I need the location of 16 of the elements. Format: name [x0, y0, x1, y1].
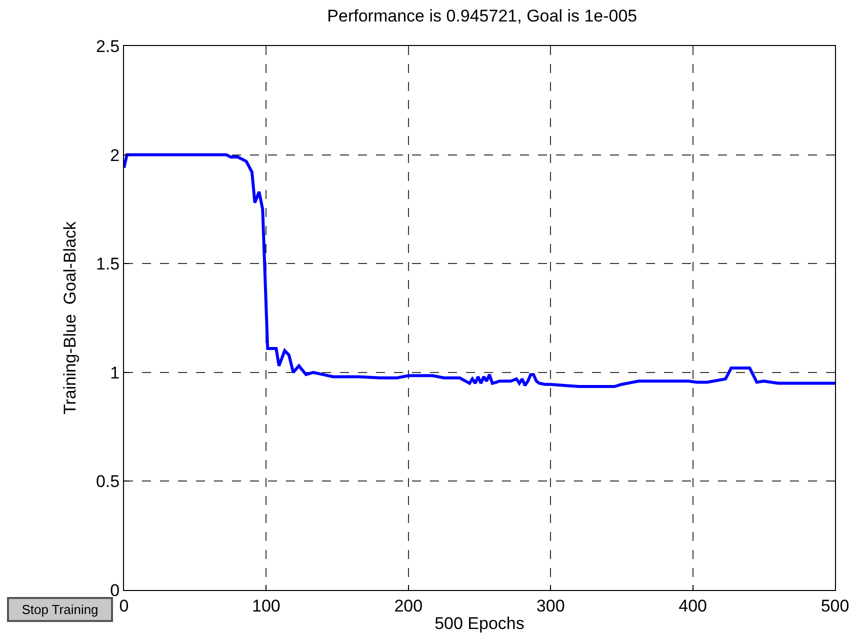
x-tick-label: 300 [536, 596, 565, 616]
y-tick-label: 2 [110, 146, 120, 165]
x-tick-label: 500 [820, 596, 850, 616]
text: Stop Training [22, 602, 98, 617]
y-axis-title: Training-Blue Goal-Black [60, 220, 80, 415]
y-tick-label: 1 [110, 363, 120, 382]
x-tick-label: 400 [678, 596, 707, 616]
y-tick-label: 2.5 [96, 36, 120, 56]
x-tick-label: 100 [252, 596, 280, 616]
x-axis-title: 500 Epochs [434, 614, 524, 633]
x-tick-label: 200 [394, 596, 423, 616]
y-tick-label: 1.5 [96, 254, 120, 274]
line-series [124, 153, 835, 388]
y-tick-label: 0.5 [96, 472, 120, 492]
y-tick-label: 0 [110, 580, 120, 600]
chart-title: Performance is 0.945721, Goal is 1e-005 [327, 6, 638, 26]
